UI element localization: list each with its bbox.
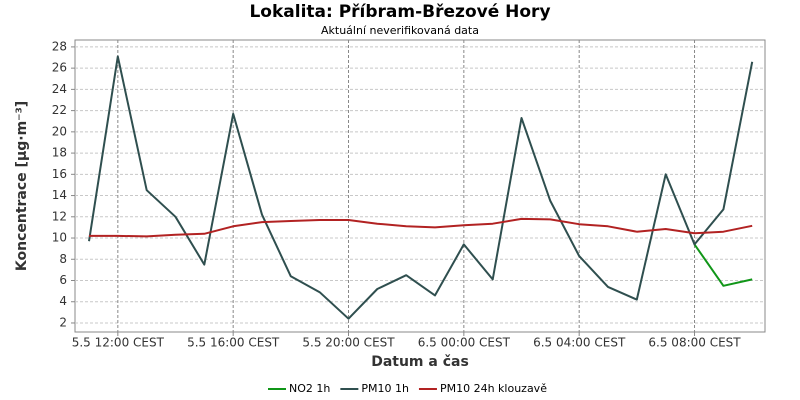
y-tick-label: 18 <box>52 146 67 160</box>
legend-label: NO2 1h <box>289 382 330 395</box>
x-tick-label: 5.5 12:00 CEST <box>72 336 165 350</box>
y-tick-label: 22 <box>52 103 67 117</box>
y-tick-label: 24 <box>52 82 67 96</box>
series-line <box>693 243 753 287</box>
y-tick-label: 14 <box>52 188 67 202</box>
series-line <box>88 55 754 320</box>
chart-subtitle: Aktuální neverifikovaná data <box>321 24 479 37</box>
x-tick-label: 5.5 16:00 CEST <box>187 336 280 350</box>
x-axis-label: Datum a čas <box>371 354 469 370</box>
plot-area <box>74 39 766 333</box>
y-tick-label: 12 <box>52 209 67 223</box>
legend-label: PM10 1h <box>361 382 409 395</box>
y-tick-label: 8 <box>59 252 67 266</box>
series-line <box>89 217 753 238</box>
y-tick-label: 2 <box>59 315 67 329</box>
x-tick-label: 6.5 04:00 CEST <box>533 336 626 350</box>
y-tick-label: 4 <box>59 294 67 308</box>
y-axis-label: Koncentrace [µg·m⁻³] <box>14 101 30 271</box>
y-tick-label: 6 <box>59 273 67 287</box>
y-tick-label: 26 <box>52 61 67 75</box>
y-tick-label: 16 <box>52 167 67 181</box>
x-tick-label: 5.5 20:00 CEST <box>302 336 395 350</box>
legend-label: PM10 24h klouzavě <box>440 382 547 395</box>
y-tick-label: 28 <box>52 39 67 53</box>
x-tick-label: 6.5 00:00 CEST <box>418 336 511 350</box>
y-tick-label: 10 <box>52 231 67 245</box>
x-tick-label: 6.5 08:00 CEST <box>648 336 741 350</box>
y-tick-label: 20 <box>52 124 67 138</box>
chart-title: Lokalita: Příbram-Březové Hory <box>249 2 550 22</box>
